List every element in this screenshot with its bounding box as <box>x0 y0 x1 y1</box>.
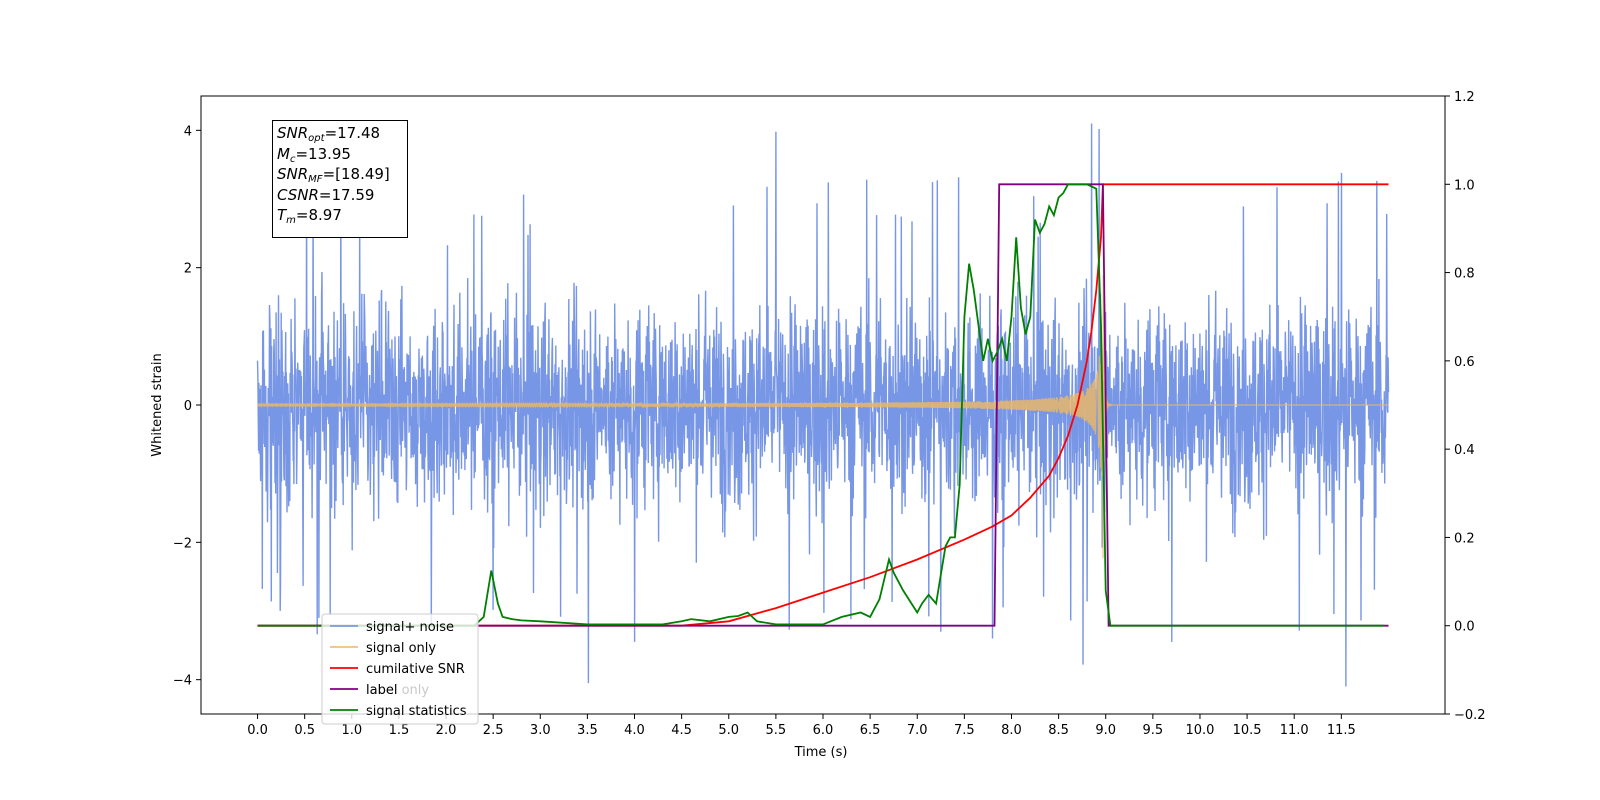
x-tick-label: 1.0 <box>341 723 362 738</box>
y-tick-label: −2 <box>173 536 192 551</box>
y2-tick-label: −0.2 <box>1454 708 1486 723</box>
x-tick-label: 2.0 <box>436 723 457 738</box>
y2-tick-label: 0.0 <box>1454 620 1475 635</box>
stats-name: SNR <box>277 124 309 142</box>
stats-value: =13.95 <box>295 144 351 163</box>
y2-tick-label: 1.0 <box>1454 178 1475 193</box>
series-line-signal-statistics <box>257 183 1384 627</box>
x-tick-label: 11.0 <box>1280 723 1309 738</box>
x-tick-label: 11.5 <box>1327 723 1356 738</box>
y2-tick-label: 1.2 <box>1454 90 1475 105</box>
stats-subscript: MF <box>308 174 323 185</box>
x-tick-label: 8.5 <box>1048 723 1069 738</box>
x-tick-label: 6.5 <box>860 723 881 738</box>
y-tick-label: −4 <box>173 674 192 689</box>
x-tick-label: 5.5 <box>766 723 787 738</box>
stats-value: =17.48 <box>324 124 381 142</box>
legend-item-label: signal+ noise <box>366 620 454 635</box>
series-line-signal-only <box>257 275 1389 559</box>
y2-tick-label: 0.6 <box>1454 355 1475 370</box>
stats-name: T <box>277 206 287 224</box>
x-tick-label: 10.5 <box>1233 723 1262 738</box>
stats-row: SNRopt=17.48 <box>277 123 407 144</box>
stats-value: =17.59 <box>318 185 375 204</box>
x-tick-label: 3.0 <box>530 723 551 738</box>
stats-name: SNR <box>277 165 309 183</box>
x-tick-label: 9.5 <box>1143 723 1164 738</box>
legend-item-label: label <box>366 683 397 698</box>
x-tick-label: 0.5 <box>294 723 315 738</box>
y-tick-label: 0 <box>184 399 192 414</box>
y2-tick-label: 0.2 <box>1454 531 1475 546</box>
legend-item-label: signal only <box>366 641 436 656</box>
series-line-signal-noise <box>256 123 1390 687</box>
y-tick-label: 2 <box>184 262 192 277</box>
x-tick-label: 1.5 <box>389 723 410 738</box>
x-tick-label: 7.0 <box>907 723 928 738</box>
x-tick-label: 8.0 <box>1001 723 1022 738</box>
stats-subscript: c <box>289 153 296 165</box>
stats-value: =8.97 <box>295 206 342 224</box>
x-axis-label: Time (s) <box>794 745 848 760</box>
y-axis-right: −0.2 0.0 0.2 0.4 0.6 0.8 1.0 1.2 <box>1445 90 1486 723</box>
x-tick-label: 9.0 <box>1095 723 1116 738</box>
legend-frame <box>321 613 479 725</box>
y2-tick-label: 0.4 <box>1454 443 1475 458</box>
x-tick-label: 4.5 <box>671 723 692 738</box>
stats-row: CSNR=17.59 <box>277 185 407 206</box>
y-axis-left: −4 −2 0 2 4 <box>173 124 201 689</box>
legend: label only signal+ noise signal only cumila… <box>321 613 479 725</box>
x-tick-label: 10.0 <box>1185 723 1214 738</box>
x-tick-label: 7.5 <box>954 723 975 738</box>
stats-subscript: m <box>286 215 296 226</box>
y2-tick-label: 0.8 <box>1454 267 1475 282</box>
legend-item-label: cumilative SNR <box>366 662 465 677</box>
stats-value: =[18.49] <box>322 165 390 183</box>
x-tick-label: 5.0 <box>718 723 739 738</box>
legend-item-label: signal statistics <box>366 704 467 719</box>
legend-overlap-text: label only <box>366 683 429 698</box>
stats-row: SNRMF=[18.49] <box>277 164 407 185</box>
x-axis: 0.0 0.5 1.0 1.5 2.0 2.5 3.0 3.5 4.0 4.5 5.0 5.5 6.0 6… <box>247 714 1356 738</box>
stats-subscript: opt <box>308 133 325 144</box>
x-tick-label: 0.0 <box>247 723 268 738</box>
x-tick-label: 2.5 <box>483 723 504 738</box>
x-tick-label: 4.0 <box>624 723 645 738</box>
stats-name: M <box>277 144 290 163</box>
stats-row: Tm=8.97 <box>277 205 407 226</box>
x-tick-label: 3.5 <box>577 723 598 738</box>
x-tick-label: 6.0 <box>813 723 834 738</box>
stats-name: CSNR <box>277 185 319 204</box>
y-axis-label: Whitened strain <box>150 353 165 456</box>
stats-row: Mc=13.95 <box>277 144 407 165</box>
stats-box: SNRopt=17.48 Mc=13.95 SNRMF=[18.49] CSNR=17… <box>272 120 408 238</box>
y-tick-label: 4 <box>184 124 192 139</box>
series-layer <box>256 123 1390 687</box>
